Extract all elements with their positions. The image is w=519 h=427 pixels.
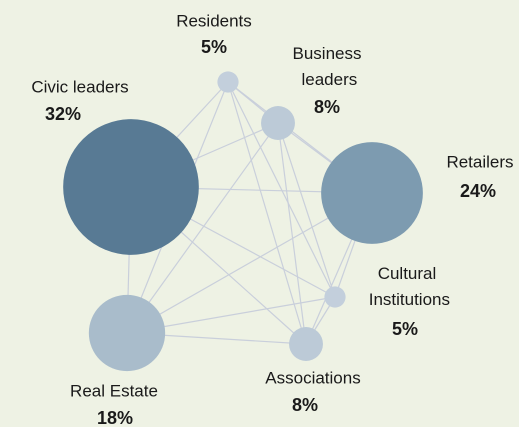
- node-label: Business leaders: [293, 44, 362, 89]
- node-label: Cultural Institutions: [364, 264, 450, 309]
- value-label: 32%: [45, 104, 81, 124]
- node-label: Residents: [176, 11, 252, 30]
- node: [321, 142, 423, 244]
- value-label: 24%: [460, 181, 496, 201]
- value-label: 8%: [292, 395, 318, 415]
- edge: [126, 122, 279, 334]
- edge: [277, 122, 336, 298]
- value-label: 5%: [392, 319, 418, 339]
- node-label: Associations: [265, 368, 360, 387]
- node-label: Real Estate: [70, 381, 158, 400]
- node: [289, 327, 323, 361]
- labels: Residents 5% Business leaders 8% Civic leade…: [31, 11, 513, 427]
- value-label: 8%: [314, 97, 340, 117]
- node: [217, 71, 239, 93]
- value-label: 5%: [201, 37, 227, 57]
- edge: [227, 81, 307, 345]
- value-label: 18%: [97, 408, 133, 427]
- edge: [227, 81, 336, 298]
- node: [324, 286, 346, 308]
- node-label: Retailers: [446, 152, 513, 171]
- node-label: Civic leaders: [31, 77, 128, 96]
- node: [88, 294, 166, 372]
- node: [261, 106, 295, 140]
- edge: [277, 122, 307, 345]
- node: [63, 119, 199, 255]
- nodes: [63, 71, 423, 372]
